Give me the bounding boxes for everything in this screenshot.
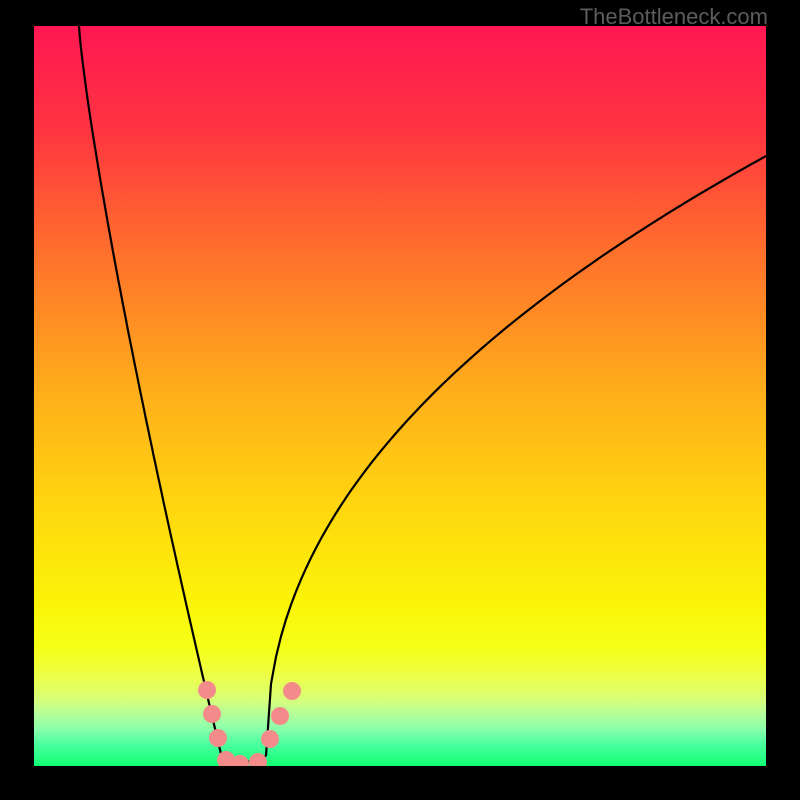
marker-point: [209, 729, 227, 747]
curve-right-branch: [266, 156, 766, 756]
marker-point: [249, 753, 267, 766]
curve-left-branch: [79, 26, 222, 758]
marker-point: [203, 705, 221, 723]
watermark-text: TheBottleneck.com: [580, 4, 768, 30]
marker-point: [198, 681, 216, 699]
chart-root: TheBottleneck.com: [0, 0, 800, 800]
marker-point: [261, 730, 279, 748]
bottleneck-curve: [34, 26, 766, 766]
marker-point: [283, 682, 301, 700]
marker-point: [271, 707, 289, 725]
plot-area: [34, 26, 766, 766]
